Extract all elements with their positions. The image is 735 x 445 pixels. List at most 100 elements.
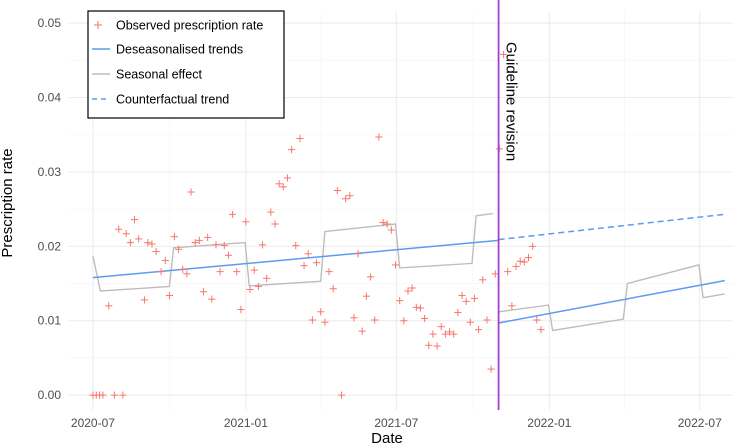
observed-point: [105, 302, 113, 310]
observed-point: [208, 295, 216, 303]
x-tick-label: 2021-01: [224, 416, 268, 430]
observed-point: [512, 262, 520, 271]
observed-point: [466, 318, 474, 326]
observed-point: [391, 261, 400, 269]
seasonal-effect-line: [498, 264, 725, 332]
observed-point: [317, 308, 325, 316]
observed-point: [333, 186, 341, 195]
observed-point: [135, 235, 143, 243]
deseasonalised-trend-line: [498, 279, 725, 324]
observed-point: [508, 302, 516, 310]
observed-point: [254, 282, 262, 291]
observed-point: [404, 287, 412, 295]
observed-point: [516, 257, 524, 265]
observed-point: [537, 326, 545, 334]
observed-point: [454, 308, 462, 317]
observed-point: [308, 316, 316, 324]
observed-point: [99, 391, 107, 399]
observed-point: [524, 253, 533, 262]
observed-point: [216, 268, 224, 276]
observed-point: [174, 245, 183, 253]
observed-point: [325, 268, 333, 276]
y-tick-label: 0.01: [38, 314, 62, 328]
observed-point: [191, 239, 199, 247]
observed-point: [429, 330, 437, 338]
y-tick-label: 0.04: [38, 91, 62, 105]
observed-point: [304, 250, 312, 258]
legend-label-deseasonalised: Deseasonalised trends: [116, 43, 243, 57]
observed-point: [487, 365, 495, 373]
intervention-label: Guideline revision: [503, 42, 520, 161]
observed-point: [204, 233, 212, 242]
observed-point: [220, 241, 228, 250]
observed-point: [533, 316, 541, 324]
observed-point: [499, 50, 508, 59]
observed-point: [529, 242, 537, 250]
legend: Observed prescription rate Deseasonalise…: [87, 10, 285, 119]
observed-point: [483, 316, 491, 324]
x-axis-ticks: 2020-07 2021-01 2021-07 2022-01 2022-07: [71, 416, 722, 430]
legend-key-observed: [94, 21, 102, 29]
y-tick-label: 0.05: [38, 16, 62, 30]
observed-point: [379, 218, 387, 227]
observed-point: [288, 146, 296, 154]
observed-point: [329, 285, 337, 293]
observed-point: [283, 174, 292, 182]
observed-point: [354, 250, 362, 258]
observed-point: [470, 294, 479, 303]
observed-point: [337, 391, 346, 399]
x-tick-label: 2022-01: [527, 416, 571, 430]
observed-point: [445, 328, 454, 336]
legend-item-seasonal: Seasonal effect: [92, 68, 202, 82]
observed-point: [179, 265, 187, 273]
observed-point: [144, 239, 152, 247]
x-axis-title: Date: [371, 430, 403, 445]
deseasonalised-trend-series: [92, 239, 725, 324]
observed-point: [292, 241, 300, 250]
observed-point: [110, 391, 119, 399]
seasonal-effect-series: [92, 212, 725, 332]
observed-point: [115, 225, 123, 233]
legend-label-counterfactual: Counterfactual trend: [116, 93, 229, 107]
observed-point: [433, 342, 441, 350]
observed-point: [475, 326, 483, 334]
observed-point: [458, 291, 466, 300]
observed-point: [224, 251, 233, 259]
observed-point: [358, 327, 366, 335]
observed-point: [408, 284, 416, 292]
observed-point: [312, 259, 321, 267]
observed-point: [237, 305, 245, 314]
observed-point: [130, 215, 139, 224]
observed-point: [479, 276, 487, 284]
observed-point: [491, 270, 499, 278]
observed-point: [416, 304, 425, 312]
observed-point: [228, 210, 237, 218]
legend-label-observed: Observed prescription rate: [116, 19, 263, 33]
x-tick-label: 2021-07: [374, 416, 418, 430]
y-tick-label: 0.00: [38, 388, 62, 402]
observed-point: [187, 188, 195, 196]
y-axis-ticks: 0.00 0.01 0.02 0.03 0.04 0.05: [38, 16, 62, 402]
observed-point: [233, 268, 241, 276]
observed-point: [279, 183, 287, 191]
x-tick-label: 2022-07: [678, 416, 722, 430]
observed-point: [342, 195, 350, 203]
observed-point: [140, 296, 149, 304]
observed-point: [425, 341, 433, 349]
observed-point: [267, 208, 275, 216]
observed-point: [383, 220, 391, 228]
observed-point: [152, 247, 160, 256]
observed-point: [437, 323, 445, 331]
observed-point: [520, 258, 528, 266]
observed-point: [396, 297, 404, 305]
y-tick-label: 0.02: [38, 239, 62, 253]
observed-point: [504, 268, 512, 276]
observed-point: [387, 226, 395, 234]
observed-point: [170, 233, 178, 241]
observed-point: [157, 268, 165, 276]
y-axis-title: Prescription rate: [0, 148, 16, 257]
observed-point: [161, 256, 169, 265]
observed-points-series: [89, 50, 545, 399]
observed-point: [242, 218, 250, 226]
